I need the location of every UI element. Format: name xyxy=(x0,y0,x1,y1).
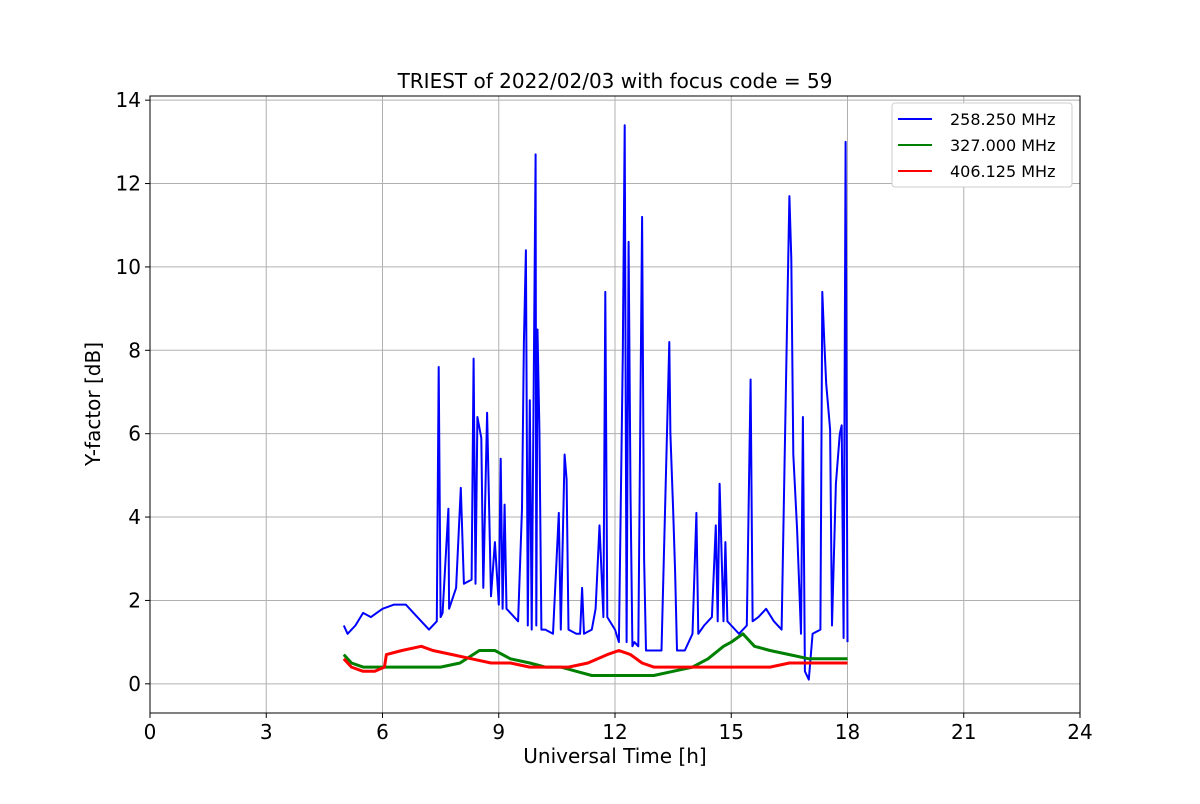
y-tick-label: 2 xyxy=(128,588,141,612)
x-tick-label: 15 xyxy=(719,720,744,744)
y-tick-label: 0 xyxy=(128,672,141,696)
series-line-1 xyxy=(342,124,849,681)
series-line-2 xyxy=(342,632,848,677)
x-tick-label: 24 xyxy=(1067,720,1092,744)
x-tick-label: 0 xyxy=(144,720,157,744)
y-tick-label: 6 xyxy=(128,422,141,446)
x-tick-label: 9 xyxy=(492,720,505,744)
x-tick-label: 21 xyxy=(951,720,976,744)
series-lines xyxy=(342,124,849,681)
chart-title: TRIEST of 2022/02/03 with focus code = 5… xyxy=(397,69,833,93)
y-tick-label: 8 xyxy=(128,338,141,362)
y-tick-label: 14 xyxy=(116,88,141,112)
y-tick-label: 12 xyxy=(116,172,141,196)
legend-box xyxy=(891,102,1073,188)
y-tick-label: 4 xyxy=(128,505,141,529)
legend-label: 258.250 MHz xyxy=(950,110,1055,129)
x-axis-label: Universal Time [h] xyxy=(523,744,706,768)
legend-label: 327.000 MHz xyxy=(950,136,1055,155)
y-tick-label: 10 xyxy=(116,255,141,279)
x-tick-label: 18 xyxy=(835,720,860,744)
series-line-3 xyxy=(342,644,848,673)
x-tick-label: 12 xyxy=(602,720,627,744)
legend-label: 406.125 MHz xyxy=(950,162,1055,181)
legend: 258.250 MHz 327.000 MHz 406.125 MHz xyxy=(891,102,1073,188)
x-tick-label: 3 xyxy=(260,720,273,744)
x-tick-label: 6 xyxy=(376,720,389,744)
y-axis-label: Y-factor [dB] xyxy=(81,342,105,467)
